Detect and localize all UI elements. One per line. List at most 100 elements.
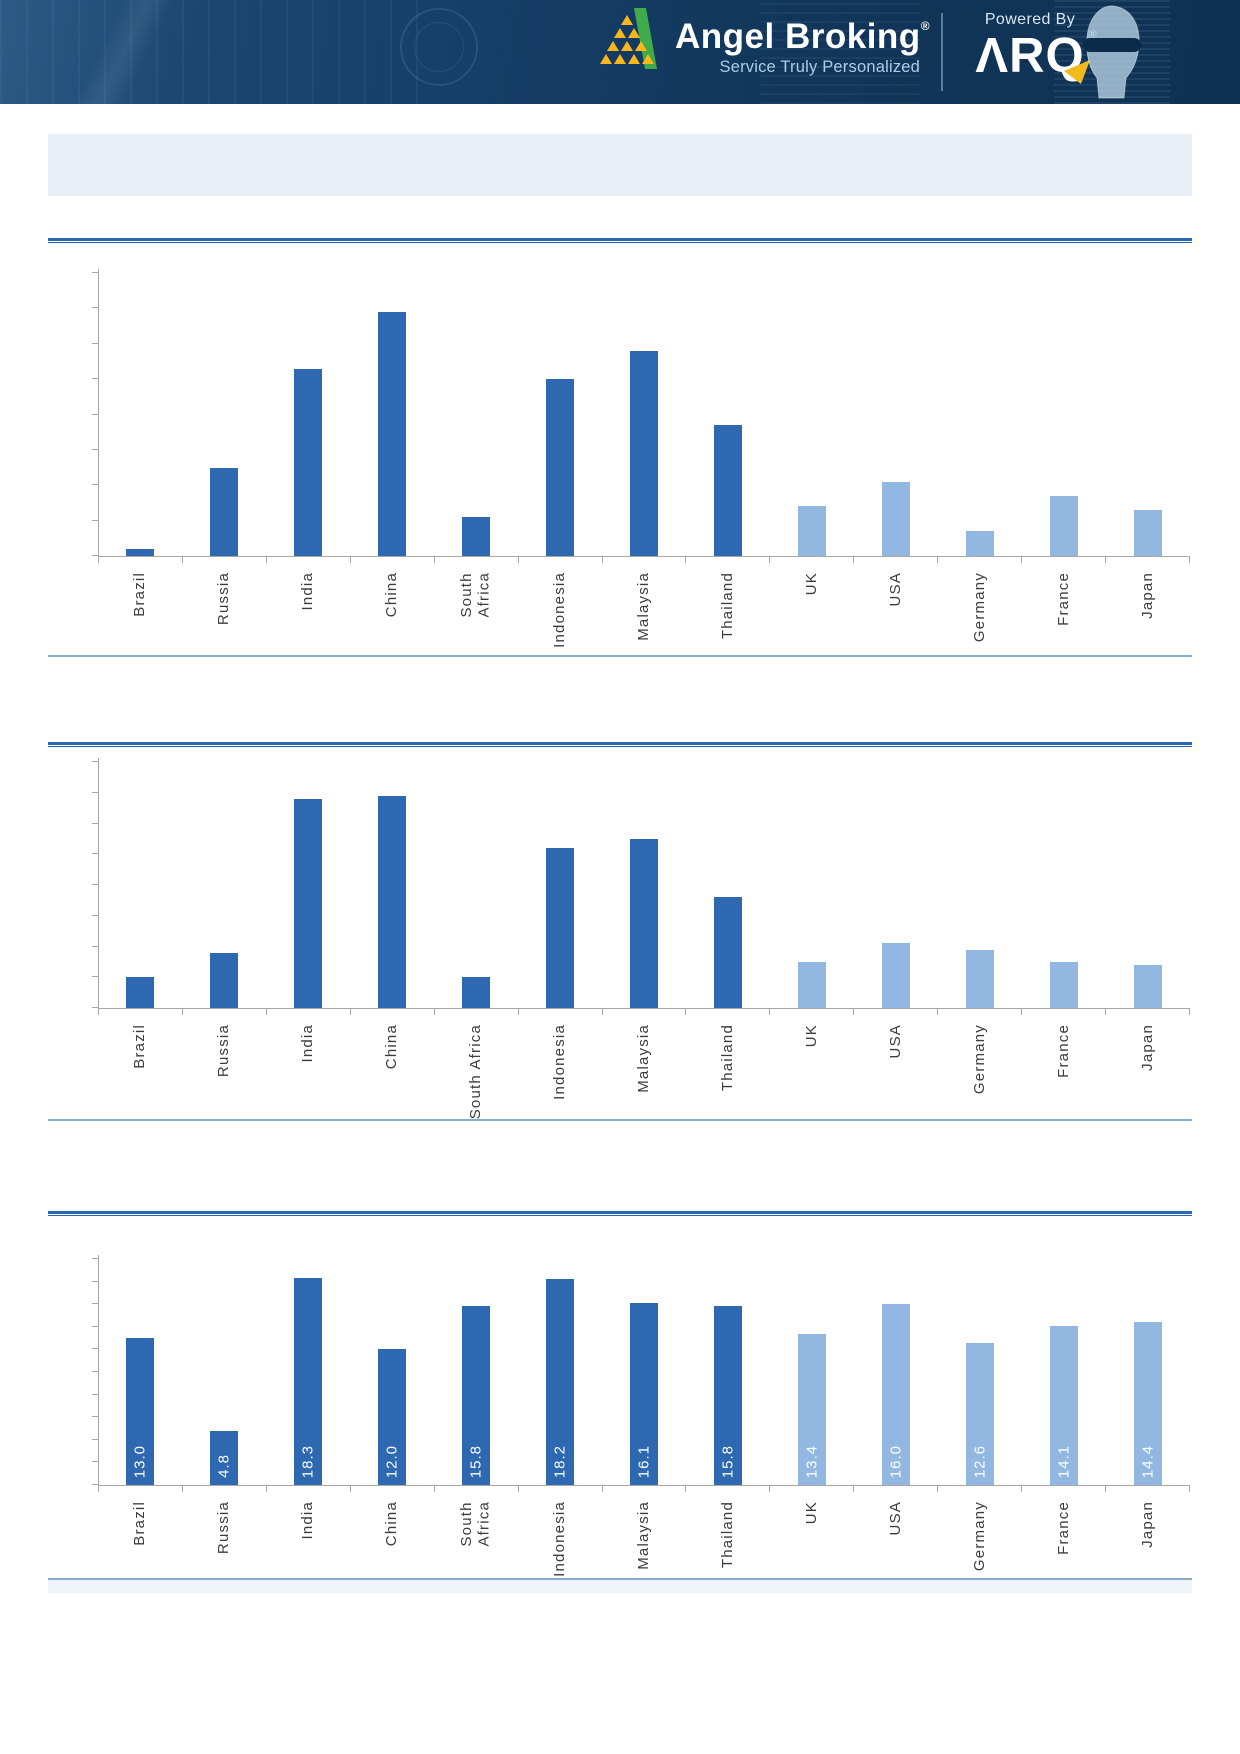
y-axis-tick <box>92 1280 98 1282</box>
bar-cell: 12.0 <box>350 1259 434 1485</box>
bar-india: 18.3 <box>294 1278 322 1485</box>
category-label: India <box>299 1024 317 1063</box>
bar-cell <box>350 273 434 556</box>
x-axis-tick-cell <box>938 557 1023 563</box>
x-axis-tick-cell <box>99 557 183 563</box>
brand-name-text: Angel Broking <box>675 17 921 56</box>
arq-logo: ΛRQ® <box>975 30 1097 84</box>
category-label: Japan <box>1139 1501 1157 1548</box>
category-label-cell: Russia <box>182 1492 266 1554</box>
chart-plot-area <box>92 758 1190 1009</box>
category-label: South Africa <box>467 1024 485 1120</box>
category-label-cell: Japan <box>1106 563 1190 619</box>
section-top-rule <box>48 238 1192 243</box>
x-axis-tick-cell <box>435 1009 519 1015</box>
bar-cell <box>266 273 350 556</box>
category-label: Japan <box>1139 572 1157 619</box>
y-axis-tick <box>92 976 98 978</box>
bar-usa <box>882 481 910 556</box>
category-label-cell: Germany <box>938 1492 1022 1571</box>
header-divider <box>941 13 943 91</box>
category-label: Malaysia <box>635 572 653 641</box>
y-axis-tick <box>92 1348 98 1350</box>
x-axis-tick-cell <box>351 1486 435 1492</box>
category-label-cell: South Africa <box>434 1015 518 1119</box>
bar-uk: 13.4 <box>798 1333 826 1485</box>
y-axis-tick <box>92 1007 98 1008</box>
y-axis-tick <box>92 945 98 947</box>
chart-plot-area: 13.0 4.8 18.3 12.0 15.8 18.2 16.1 15.8 13.4 16.0 1… <box>92 1255 1190 1486</box>
title-banner <box>48 134 1192 196</box>
bar-value-label: 13.4 <box>803 1444 821 1478</box>
x-axis-tick-cell <box>267 557 351 563</box>
bar-cell <box>854 273 938 556</box>
arq-block: Powered By ΛRQ® <box>955 11 1105 84</box>
bars-container: 13.0 4.8 18.3 12.0 15.8 18.2 16.1 15.8 13.4 16.0 1… <box>98 1259 1190 1485</box>
robot-head-graphic <box>1074 0 1150 104</box>
y-axis-tick <box>92 307 98 309</box>
x-axis-tick-cell <box>519 1486 603 1492</box>
bar-germany <box>966 531 994 556</box>
x-axis-tick-cell <box>519 557 603 563</box>
x-axis-ticks <box>98 557 1190 563</box>
y-axis-tick <box>92 413 98 415</box>
bar-uk <box>798 961 826 1008</box>
bar-brazil <box>126 977 154 1008</box>
bar-russia: 4.8 <box>210 1430 238 1485</box>
bar-cell <box>98 762 182 1008</box>
x-axis-tick-cell <box>1022 557 1107 563</box>
bar-cell <box>770 273 854 556</box>
category-label: Germany <box>971 1501 989 1572</box>
category-label-cell: South Africa <box>434 1492 518 1547</box>
category-label-cell: Thailand <box>686 1015 770 1091</box>
y-axis-tick <box>92 1371 98 1372</box>
bar-cell: 16.0 <box>854 1259 938 1485</box>
header-banner: Angel Broking® Service Truly Personalize… <box>0 0 1240 104</box>
bar-cell <box>434 762 518 1008</box>
bar-cell <box>938 762 1022 1008</box>
bar-russia <box>210 952 238 1008</box>
header-texture <box>0 0 420 104</box>
y-axis-tick <box>92 822 98 824</box>
bar-india <box>294 368 322 556</box>
header-texture <box>760 0 920 104</box>
chart-section-3: 13.0 4.8 18.3 12.0 15.8 18.2 16.1 15.8 13.4 16.0 1… <box>48 1211 1192 1580</box>
category-label-cell: Brazil <box>98 563 182 617</box>
bar-chart-3: 13.0 4.8 18.3 12.0 15.8 18.2 16.1 15.8 13.4 16.0 1… <box>92 1255 1190 1578</box>
bar-indonesia: 18.2 <box>546 1279 574 1485</box>
bar-china <box>378 795 406 1008</box>
bar-cell <box>602 273 686 556</box>
bar-thailand <box>714 897 742 1008</box>
category-label: France <box>1055 572 1073 626</box>
x-axis-tick-cell <box>267 1009 351 1015</box>
bar-cell <box>350 762 434 1008</box>
bar-chart-1: Brazil Russia India China South Africa Indone… <box>92 269 1190 655</box>
section-top-rule <box>48 742 1192 747</box>
x-axis-tick-cell <box>183 1009 267 1015</box>
y-axis-tick <box>92 853 98 855</box>
x-axis-tick-cell <box>99 1009 183 1015</box>
category-label-cell: India <box>266 1492 350 1540</box>
bar-cell <box>518 762 602 1008</box>
x-axis-tick-cell <box>854 1486 939 1492</box>
bar-chart-2: Brazil Russia India China South Africa Indone… <box>92 758 1190 1119</box>
x-axis-tick-cell <box>603 1486 687 1492</box>
category-label: UK <box>803 572 821 596</box>
bar-cell: 18.2 <box>518 1259 602 1485</box>
y-axis-tick <box>92 342 98 344</box>
category-label: China <box>383 572 401 618</box>
bar-cell <box>1022 762 1106 1008</box>
y-axis-tick <box>92 448 98 450</box>
bar-cell <box>518 273 602 556</box>
bar-indonesia <box>546 379 574 556</box>
brand-tagline: Service Truly Personalized <box>719 58 921 76</box>
footer-band <box>48 1580 1192 1593</box>
y-axis-tick <box>92 1438 98 1440</box>
header-texture-circle <box>400 8 478 86</box>
category-label: USA <box>887 572 905 607</box>
bar-india <box>294 798 322 1008</box>
category-label: Brazil <box>131 1024 149 1069</box>
angel-broking-logo-icon <box>600 8 657 69</box>
x-axis-tick-cell <box>183 1486 267 1492</box>
